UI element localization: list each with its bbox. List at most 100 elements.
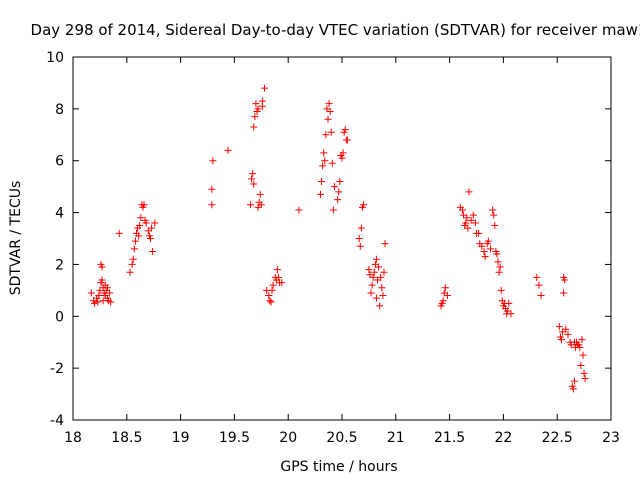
data-point	[464, 224, 472, 232]
data-point	[494, 258, 502, 266]
x-tick: 19	[172, 57, 190, 446]
data-point	[555, 323, 563, 331]
data-point	[325, 100, 333, 108]
x-tick-label: 18	[64, 430, 82, 446]
data-point	[535, 281, 543, 289]
x-tick-label: 20	[279, 430, 297, 446]
x-tick-label: 19.5	[219, 430, 250, 446]
data-point	[491, 222, 499, 230]
data-point	[562, 325, 570, 333]
data-point	[380, 268, 388, 276]
data-point	[130, 245, 138, 253]
data-point	[339, 149, 347, 157]
data-point	[295, 206, 303, 214]
data-point	[441, 284, 449, 292]
y-tick-label: 10	[46, 50, 64, 66]
data-point	[106, 289, 114, 297]
data-point	[321, 157, 329, 165]
data-point	[490, 211, 498, 219]
data-point	[496, 263, 504, 271]
y-tick-label: 6	[55, 154, 64, 170]
data-point	[507, 310, 515, 318]
data-point	[149, 247, 157, 255]
data-point	[439, 297, 447, 305]
data-point	[209, 157, 217, 165]
data-point	[368, 281, 376, 289]
data-point	[581, 375, 589, 383]
data-point	[463, 214, 471, 222]
data-point	[497, 286, 505, 294]
data-point	[128, 260, 136, 268]
data-point	[372, 294, 380, 302]
data-point	[257, 201, 265, 209]
data-point	[379, 292, 387, 300]
data-point	[381, 240, 389, 248]
data-point	[475, 229, 483, 237]
x-tick: 18	[64, 57, 82, 446]
data-point	[249, 170, 257, 178]
data-point	[258, 97, 266, 105]
data-point	[146, 235, 154, 242]
data-point	[224, 146, 232, 154]
x-tick: 20.5	[326, 57, 358, 446]
data-point	[91, 299, 99, 307]
data-point	[471, 219, 479, 227]
x-tick: 19.5	[219, 57, 250, 446]
data-point	[99, 297, 107, 305]
data-point	[579, 351, 587, 359]
data-point	[558, 336, 566, 344]
data-point	[319, 162, 327, 170]
data-point	[135, 232, 143, 240]
x-tick-label: 21.5	[434, 430, 465, 446]
data-point	[247, 201, 255, 209]
data-point	[269, 281, 277, 289]
data-point	[208, 185, 216, 193]
data-point	[140, 201, 148, 209]
x-tick-label: 23	[602, 430, 620, 446]
data-point	[467, 216, 475, 224]
data-point	[561, 276, 569, 284]
data-point	[495, 268, 503, 276]
data-point	[278, 279, 286, 287]
data-point	[275, 273, 283, 281]
x-tick: 21	[387, 57, 405, 446]
data-point	[478, 242, 486, 250]
data-point	[326, 107, 334, 115]
data-point	[376, 302, 384, 310]
data-point	[505, 299, 513, 307]
data-point	[469, 211, 477, 219]
data-point	[372, 255, 380, 263]
data-point	[131, 237, 139, 245]
data-point	[95, 292, 103, 300]
data-point	[377, 273, 385, 281]
y-axis-label: SDTVAR / TECUs	[8, 181, 24, 296]
data-point	[273, 266, 281, 274]
data-point	[367, 289, 375, 297]
x-tick: 21.5	[434, 57, 465, 446]
data-point	[94, 298, 102, 306]
data-point	[370, 268, 378, 276]
data-point	[365, 266, 373, 274]
y-tick: 4	[55, 206, 611, 222]
data-point	[357, 224, 365, 232]
y-tick-label: 0	[55, 309, 64, 325]
data-point	[486, 245, 494, 253]
data-point	[533, 273, 541, 281]
data-point	[151, 219, 159, 227]
data-point	[252, 100, 260, 108]
x-tick: 20	[279, 57, 297, 446]
data-point	[334, 196, 342, 204]
y-tick-label: -4	[50, 413, 64, 429]
x-tick-label: 22.5	[542, 430, 573, 446]
data-point	[336, 177, 344, 185]
data-point	[577, 362, 585, 370]
data-point	[369, 273, 377, 281]
x-tick: 23	[602, 57, 620, 446]
data-point	[330, 183, 338, 191]
x-tick: 18.5	[111, 57, 142, 446]
data-point	[443, 292, 451, 300]
data-point	[335, 188, 343, 196]
data-point	[250, 180, 258, 188]
data-point	[360, 201, 368, 209]
data-point	[250, 123, 258, 131]
